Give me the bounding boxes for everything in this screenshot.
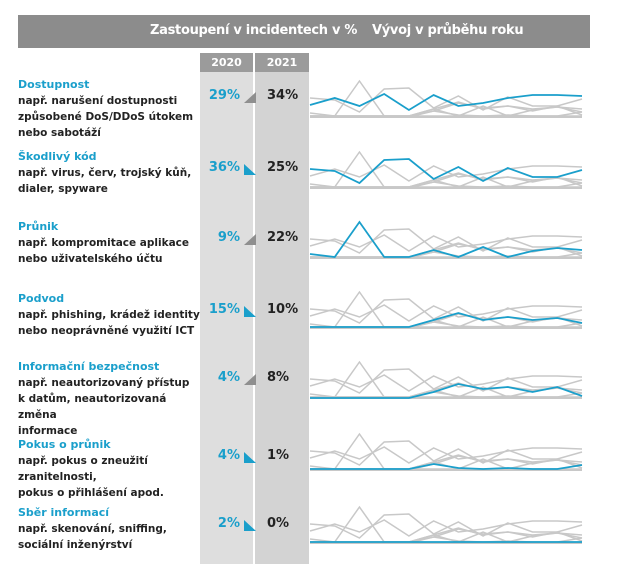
sparkline-chart bbox=[309, 220, 583, 259]
highlighted-series-line bbox=[309, 92, 583, 112]
sparkline-chart bbox=[309, 150, 583, 189]
highlighted-series-line bbox=[310, 383, 583, 399]
increase-triangle-icon bbox=[244, 92, 256, 103]
other-series-line bbox=[309, 374, 583, 392]
category-title: Podvod bbox=[18, 292, 65, 305]
category-row: Podvod např. phishing, krádež identity neb… bbox=[18, 290, 208, 339]
other-series-line bbox=[309, 440, 583, 466]
value-2021: 34% bbox=[267, 88, 299, 103]
category-description: sociální inženýrství bbox=[18, 539, 133, 551]
sparkline-chart bbox=[309, 79, 583, 118]
year-2020-header: 2020 bbox=[200, 53, 253, 72]
category-row: Sběr informací např. skenování, sniffing,… bbox=[18, 504, 208, 553]
other-series-line bbox=[309, 360, 583, 398]
other-series-line bbox=[309, 304, 583, 322]
value-2021: 10% bbox=[267, 302, 299, 317]
value-2020: 2% bbox=[217, 516, 240, 531]
highlighted-series-line bbox=[309, 220, 583, 258]
sparkline-chart bbox=[309, 360, 583, 399]
other-series-line bbox=[309, 228, 583, 254]
other-series-line bbox=[309, 290, 583, 328]
increase-triangle-icon bbox=[244, 374, 256, 385]
category-description: nebo sabotáží bbox=[18, 127, 101, 139]
column-2021 bbox=[255, 53, 309, 564]
category-row: Dostupnost např. narušení dostupnosti způs… bbox=[18, 76, 208, 141]
other-series-line bbox=[309, 79, 583, 117]
other-series-line bbox=[309, 164, 583, 182]
category-description: způsobené DoS/DDoS útokem bbox=[18, 111, 194, 123]
year-2021-header: 2021 bbox=[255, 53, 309, 72]
category-title: Škodlivý kód bbox=[18, 150, 97, 163]
other-series-line bbox=[310, 455, 583, 471]
other-series-line bbox=[310, 313, 583, 329]
value-2020: 4% bbox=[217, 448, 240, 463]
category-title: Průnik bbox=[18, 220, 59, 233]
value-2020: 15% bbox=[208, 302, 240, 317]
category-description: nebo uživatelského účtu bbox=[18, 253, 163, 265]
category-title: Dostupnost bbox=[18, 78, 90, 91]
value-2021: 25% bbox=[267, 160, 299, 175]
category-description: např. phishing, krádež identity bbox=[18, 309, 200, 321]
category-description: např. pokus o zneužití zranitelnosti, bbox=[18, 455, 148, 483]
category-description: např. kompromitace aplikace bbox=[18, 237, 190, 249]
value-2021: 8% bbox=[267, 370, 290, 385]
other-series-line bbox=[309, 87, 583, 113]
category-row: Pokus o průnik např. pokus o zneužití zra… bbox=[18, 436, 208, 501]
other-series-line bbox=[309, 432, 583, 470]
other-series-line bbox=[309, 513, 583, 539]
decrease-triangle-icon bbox=[244, 520, 256, 531]
value-2021: 22% bbox=[267, 230, 299, 245]
category-row: Informační bezpečnost např. neautorizovan… bbox=[18, 358, 208, 439]
category-description: k datům, neautorizovaná změna bbox=[18, 393, 167, 421]
value-2020: 29% bbox=[208, 88, 240, 103]
sparkline-chart bbox=[309, 290, 583, 329]
other-series-line bbox=[309, 368, 583, 394]
category-description: např. virus, červ, trojský kůň, bbox=[18, 167, 192, 179]
category-description: informace bbox=[18, 425, 78, 437]
highlighted-series-line bbox=[310, 312, 583, 328]
header-bar: Zastoupení v incidentech v % Vývoj v prů… bbox=[18, 15, 590, 48]
category-description: např. neautorizovaný přístup bbox=[18, 377, 190, 389]
other-series-line bbox=[309, 505, 583, 543]
value-2021: 1% bbox=[267, 448, 290, 463]
category-description: např. skenování, sniffing, bbox=[18, 523, 167, 535]
category-description: např. narušení dostupnosti bbox=[18, 95, 178, 107]
category-title: Pokus o průnik bbox=[18, 438, 111, 451]
other-series-line bbox=[310, 173, 583, 189]
other-series-line bbox=[310, 102, 583, 118]
category-description: nebo neoprávněné využití ICT bbox=[18, 325, 195, 337]
decrease-triangle-icon bbox=[244, 452, 256, 463]
decrease-triangle-icon bbox=[244, 164, 256, 175]
category-row: Škodlivý kód např. virus, červ, trojský k… bbox=[18, 148, 208, 197]
value-2020: 4% bbox=[217, 370, 240, 385]
decrease-triangle-icon bbox=[244, 306, 256, 317]
value-2021: 0% bbox=[267, 516, 290, 531]
category-title: Sběr informací bbox=[18, 506, 110, 519]
highlighted-series-line bbox=[310, 463, 583, 470]
other-series-line bbox=[309, 519, 583, 537]
value-2020: 9% bbox=[217, 230, 240, 245]
category-row: Průnik např. kompromitace aplikace nebo už… bbox=[18, 218, 208, 267]
category-description: dialer, spyware bbox=[18, 183, 108, 195]
share-title: Zastoupení v incidentech v % bbox=[150, 23, 358, 38]
category-title: Informační bezpečnost bbox=[18, 360, 160, 373]
other-series-line bbox=[309, 150, 583, 188]
value-2020: 36% bbox=[208, 160, 240, 175]
increase-triangle-icon bbox=[244, 234, 256, 245]
other-series-line bbox=[310, 528, 583, 544]
sparkline-chart bbox=[309, 505, 583, 544]
category-description: pokus o přihlášení apod. bbox=[18, 487, 164, 499]
sparkline-chart bbox=[309, 432, 583, 471]
other-series-line bbox=[309, 298, 583, 324]
trend-title: Vývoj v průběhu roku bbox=[372, 23, 524, 38]
highlighted-series-line bbox=[309, 158, 583, 185]
other-series-line bbox=[309, 446, 583, 464]
other-series-line bbox=[309, 234, 583, 252]
